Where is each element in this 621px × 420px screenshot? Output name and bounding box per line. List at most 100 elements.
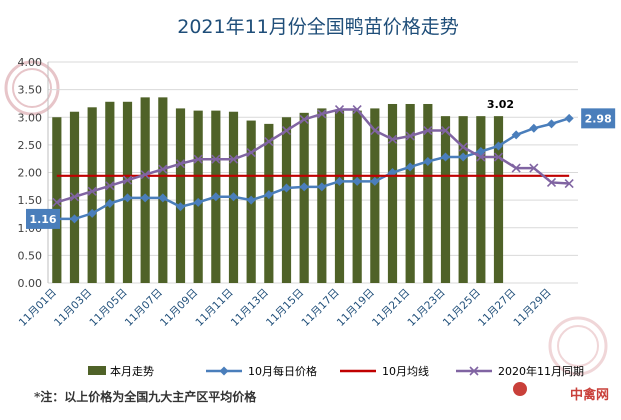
point-x bbox=[52, 197, 62, 207]
bar bbox=[317, 108, 327, 283]
point-x-stroke bbox=[440, 125, 451, 136]
point-x bbox=[458, 142, 468, 152]
x-tick-label: 11月19日 bbox=[335, 287, 377, 329]
callout-box bbox=[26, 208, 60, 229]
watermark-text: 中禽网 bbox=[569, 388, 609, 403]
point-x bbox=[246, 148, 256, 158]
point-x bbox=[281, 125, 292, 136]
point-diamond bbox=[193, 197, 203, 207]
point-diamond bbox=[123, 193, 132, 203]
point-x-stroke bbox=[211, 154, 221, 164]
callout-box bbox=[581, 108, 616, 129]
bar bbox=[87, 107, 97, 284]
callout-label: 1.16 bbox=[29, 213, 56, 226]
bar bbox=[387, 103, 398, 284]
y-tick-label: 1.50 bbox=[18, 194, 43, 207]
point-x bbox=[317, 109, 327, 119]
point-diamond bbox=[158, 193, 168, 203]
point-x-stroke bbox=[423, 125, 433, 136]
legend-item: 10月均线 bbox=[340, 364, 429, 378]
point-x bbox=[511, 163, 521, 173]
point-x bbox=[193, 154, 203, 164]
legend-item: 本月走势 bbox=[88, 364, 154, 378]
bar bbox=[264, 123, 274, 283]
x-tick-label: 11月23日 bbox=[405, 287, 447, 329]
data-label: 3.02 bbox=[487, 98, 514, 111]
legend-swatch bbox=[88, 366, 106, 375]
point-x-stroke bbox=[281, 125, 292, 136]
callout-label: 2.98 bbox=[585, 112, 612, 125]
bar bbox=[299, 112, 309, 283]
point-diamond bbox=[246, 195, 256, 205]
point-x bbox=[175, 159, 186, 169]
bar bbox=[122, 101, 133, 283]
x-axis-ticks: 11月01日11月03日11月05日11月07日11月09日11月11日11月1… bbox=[17, 287, 554, 329]
point-x bbox=[405, 131, 415, 141]
line-series bbox=[52, 104, 574, 224]
point-x-stroke bbox=[387, 134, 398, 144]
point-diamond bbox=[370, 176, 380, 186]
point-x-stroke bbox=[405, 131, 415, 141]
point-x-stroke bbox=[317, 109, 327, 119]
point-diamond bbox=[423, 156, 433, 166]
point-diamond bbox=[458, 152, 468, 162]
legend-item: 2020年11月同期 bbox=[456, 364, 584, 378]
point-diamond bbox=[317, 182, 327, 192]
point-x-stroke bbox=[87, 186, 97, 196]
bar bbox=[476, 116, 486, 284]
point-x-stroke bbox=[546, 177, 557, 188]
point-x-stroke bbox=[122, 175, 133, 185]
point-x-stroke bbox=[529, 163, 539, 173]
bar bbox=[334, 110, 345, 284]
point-x bbox=[440, 125, 451, 136]
point-x bbox=[370, 125, 380, 136]
point-x-stroke bbox=[476, 152, 486, 162]
point-x bbox=[158, 164, 168, 174]
footnote: *注：以上价格为全国九大主产区平均价格 bbox=[34, 390, 257, 404]
point-x bbox=[299, 114, 309, 125]
x-tick-label: 11月05日 bbox=[87, 287, 129, 329]
y-tick-label: 0.50 bbox=[18, 249, 43, 262]
annotations: 1.16 2.98 3.02 bbox=[26, 98, 616, 229]
bar bbox=[105, 101, 115, 283]
point-x bbox=[211, 154, 221, 164]
y-axis-ticks: 0.000.501.001.502.002.503.003.504.00 bbox=[18, 56, 43, 290]
y-tick-label: 3.50 bbox=[18, 84, 43, 97]
logo-watermark-icon bbox=[4, 60, 608, 396]
point-diamond bbox=[211, 192, 221, 202]
legend-item: 10月每日价格 bbox=[206, 364, 317, 378]
point-diamond bbox=[547, 119, 556, 129]
point-x-stroke bbox=[193, 154, 203, 164]
y-tick-label: 3.00 bbox=[18, 111, 43, 124]
point-x-stroke bbox=[370, 125, 380, 136]
legend-label: 10月均线 bbox=[382, 364, 429, 378]
point-x bbox=[87, 186, 97, 196]
bar bbox=[458, 116, 468, 284]
point-x bbox=[352, 104, 362, 115]
point-x bbox=[387, 134, 398, 144]
point-x-stroke bbox=[299, 114, 309, 125]
x-tick-label: 11月07日 bbox=[123, 287, 165, 329]
point-x-stroke bbox=[228, 154, 239, 164]
bar bbox=[281, 117, 292, 283]
point-x bbox=[334, 104, 345, 115]
legend: 本月走势 10月每日价格 10月均线 2020年11月同期 bbox=[88, 364, 584, 378]
point-x bbox=[122, 175, 133, 185]
point-diamond bbox=[352, 176, 362, 186]
point-diamond bbox=[405, 162, 415, 172]
point-diamond bbox=[176, 202, 185, 212]
point-diamond bbox=[441, 152, 450, 162]
point-x bbox=[476, 152, 486, 162]
point-x-stroke bbox=[52, 197, 62, 207]
point-diamond bbox=[229, 192, 238, 202]
point-x bbox=[493, 152, 504, 162]
point-x bbox=[228, 154, 239, 164]
bar bbox=[52, 117, 62, 283]
x-tick-label: 11月13日 bbox=[229, 287, 271, 329]
x-tick-label: 11月11日 bbox=[193, 287, 235, 329]
point-x-stroke bbox=[158, 164, 168, 174]
point-x-stroke bbox=[246, 148, 256, 158]
bar bbox=[423, 103, 433, 284]
